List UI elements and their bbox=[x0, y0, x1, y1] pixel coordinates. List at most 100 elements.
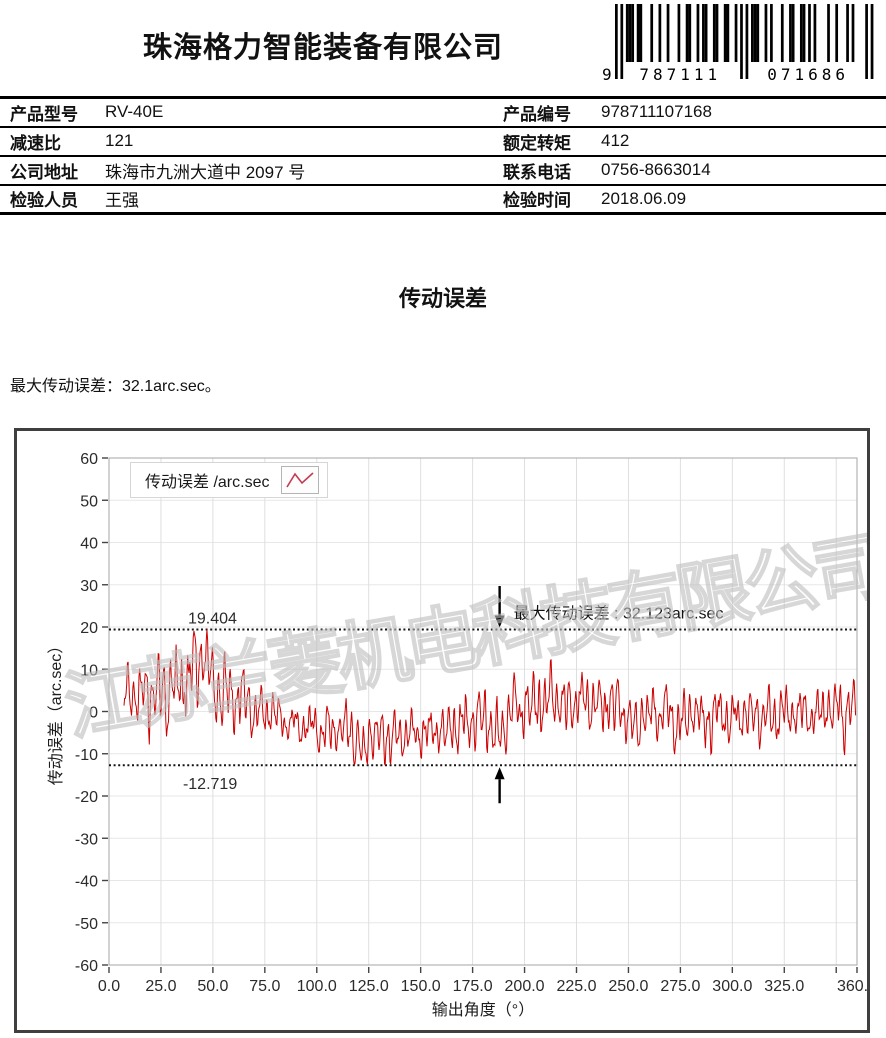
min-arrow-up bbox=[494, 767, 505, 780]
y-tick-label: 0 bbox=[89, 705, 98, 722]
barcode-prefix-digit: 9 bbox=[602, 65, 612, 84]
barcode-bar bbox=[650, 4, 654, 62]
x-tick-label: 325.0 bbox=[764, 978, 804, 995]
barcode-bar bbox=[685, 4, 689, 62]
ref-label-min: -12.719 bbox=[183, 776, 237, 793]
barcode-bar bbox=[628, 4, 632, 62]
zigzag-line-icon bbox=[286, 472, 315, 488]
value-product-number: 978711107168 bbox=[601, 102, 712, 122]
plot-border bbox=[108, 457, 858, 966]
x-tick-label: 200.0 bbox=[505, 978, 545, 995]
barcode-bar bbox=[764, 4, 768, 62]
y-tick-label: 50 bbox=[80, 493, 98, 510]
x-tick-label: 360.0 bbox=[837, 978, 867, 995]
value-product-model: RV-40E bbox=[105, 102, 164, 122]
series-line bbox=[123, 629, 857, 766]
barcode-bar bbox=[631, 4, 635, 62]
barcode-right-digits: 071686 bbox=[767, 65, 849, 84]
x-tick-label: 0.0 bbox=[98, 978, 120, 995]
label-inspection-time: 检验时间 bbox=[503, 191, 571, 211]
chart-canvas: 60 50 40 30 20 10 0 -10 -20 -30 -40 -50 -600.0 25.0 50… bbox=[47, 451, 867, 1019]
max-error-summary: 最大传动误差：32.1arc.sec。 bbox=[10, 378, 221, 395]
label-reduction-ratio: 减速比 bbox=[10, 133, 61, 153]
annotation-text: 最大传动误差 : 32.123arc.sec bbox=[514, 605, 724, 623]
x-tick-label: 175.0 bbox=[453, 978, 493, 995]
x-tick-label: 225.0 bbox=[556, 978, 596, 995]
y-tick-label: -60 bbox=[75, 958, 98, 975]
barcode-bar bbox=[846, 4, 849, 62]
table-row: 检验人员 王强 检验时间 2018.06.09 bbox=[0, 185, 886, 214]
table-row: 公司地址 珠海市九洲大道中 2097 号 联系电话 0756-8663014 bbox=[0, 156, 886, 185]
barcode-bar bbox=[802, 4, 806, 62]
value-inspector: 王强 bbox=[105, 191, 139, 211]
chart-legend: 传动误差 /arc.sec bbox=[130, 462, 329, 498]
barcode-bar bbox=[808, 4, 811, 62]
y-tick-label: 20 bbox=[80, 620, 98, 637]
barcode-bar bbox=[870, 4, 874, 79]
table-row: 减速比 121 额定转矩 412 bbox=[0, 127, 886, 156]
section-title: 传动误差 bbox=[398, 286, 487, 311]
barcode-bar bbox=[851, 4, 855, 62]
label-product-number: 产品编号 bbox=[503, 104, 571, 124]
x-tick-label: 25.0 bbox=[145, 978, 176, 995]
barcode-bar bbox=[745, 4, 749, 79]
barcode-bar bbox=[677, 4, 681, 62]
barcode-bar bbox=[688, 4, 692, 62]
y-tick-label: 60 bbox=[80, 451, 98, 468]
barcode-bar bbox=[740, 4, 743, 79]
label-inspector: 检验人员 bbox=[10, 191, 78, 211]
legend-label: 传动误差 /arc.sec bbox=[145, 474, 270, 491]
barcode-bar bbox=[658, 4, 662, 62]
x-tick-label: 250.0 bbox=[608, 978, 648, 995]
legend-line-icon bbox=[281, 466, 320, 494]
barcode-bar bbox=[723, 4, 727, 62]
label-product-model: 产品型号 bbox=[10, 104, 78, 124]
barcode-bar bbox=[753, 4, 757, 62]
y-tick-label: -30 bbox=[75, 831, 98, 848]
value-contact-phone: 0756-8663014 bbox=[601, 160, 711, 179]
x-tick-label: 50.0 bbox=[197, 978, 228, 995]
barcode: 9 787111 071686 bbox=[598, 2, 882, 88]
y-tick-label: 40 bbox=[80, 536, 98, 553]
barcode-bar bbox=[756, 4, 760, 62]
transmission-error-chart: 60 50 40 30 20 10 0 -10 -20 -30 -40 -50 -60 0.0 25.0 50… bbox=[14, 428, 870, 1033]
barcode-bar bbox=[620, 4, 624, 79]
y-axis-title: 传动误差（arc.sec） bbox=[47, 638, 65, 786]
x-tick-label: 125.0 bbox=[349, 978, 389, 995]
y-tick-label: -50 bbox=[75, 916, 98, 933]
barcode-bar bbox=[625, 4, 629, 62]
x-tick-label: 75.0 bbox=[249, 978, 280, 995]
value-rated-torque: 412 bbox=[601, 131, 630, 150]
value-company-address: 珠海市九洲大道中 2097 号 bbox=[105, 162, 306, 182]
barcode-left-digits: 787111 bbox=[639, 65, 721, 84]
barcode-bar bbox=[734, 4, 738, 62]
barcode-bar bbox=[791, 4, 795, 62]
value-reduction-ratio: 121 bbox=[105, 131, 134, 150]
y-tick-label: 10 bbox=[80, 662, 98, 679]
barcode-bar bbox=[789, 4, 792, 62]
barcode-bar bbox=[615, 4, 618, 79]
barcode-bar bbox=[636, 4, 640, 62]
barcode-bar bbox=[704, 4, 708, 62]
barcode-bar bbox=[799, 4, 803, 62]
barcode-bar bbox=[751, 4, 754, 62]
barcode-bar bbox=[702, 4, 705, 62]
barcode-bar bbox=[639, 4, 643, 62]
y-tick-label: -10 bbox=[75, 747, 98, 764]
y-tick-label: 30 bbox=[80, 578, 98, 595]
value-inspection-time: 2018.06.09 bbox=[601, 188, 687, 208]
barcode-graphic: 9 787111 071686 bbox=[602, 4, 874, 84]
label-company-address: 公司地址 bbox=[10, 162, 78, 182]
y-tick-label: -40 bbox=[75, 874, 98, 891]
y-tick-label: -20 bbox=[75, 789, 98, 806]
company-title: 珠海格力智能装备有限公司 bbox=[143, 32, 504, 64]
label-rated-torque: 额定转矩 bbox=[503, 133, 571, 153]
x-tick-label: 100.0 bbox=[297, 978, 337, 995]
x-axis-title: 输出角度（°） bbox=[432, 1001, 534, 1019]
barcode-bar bbox=[835, 4, 839, 62]
barcode-bar bbox=[770, 4, 773, 62]
barcode-bar bbox=[813, 4, 817, 62]
table-row: 产品型号 RV-40E 产品编号 978711107168 bbox=[0, 98, 886, 127]
barcode-bar bbox=[726, 4, 730, 62]
